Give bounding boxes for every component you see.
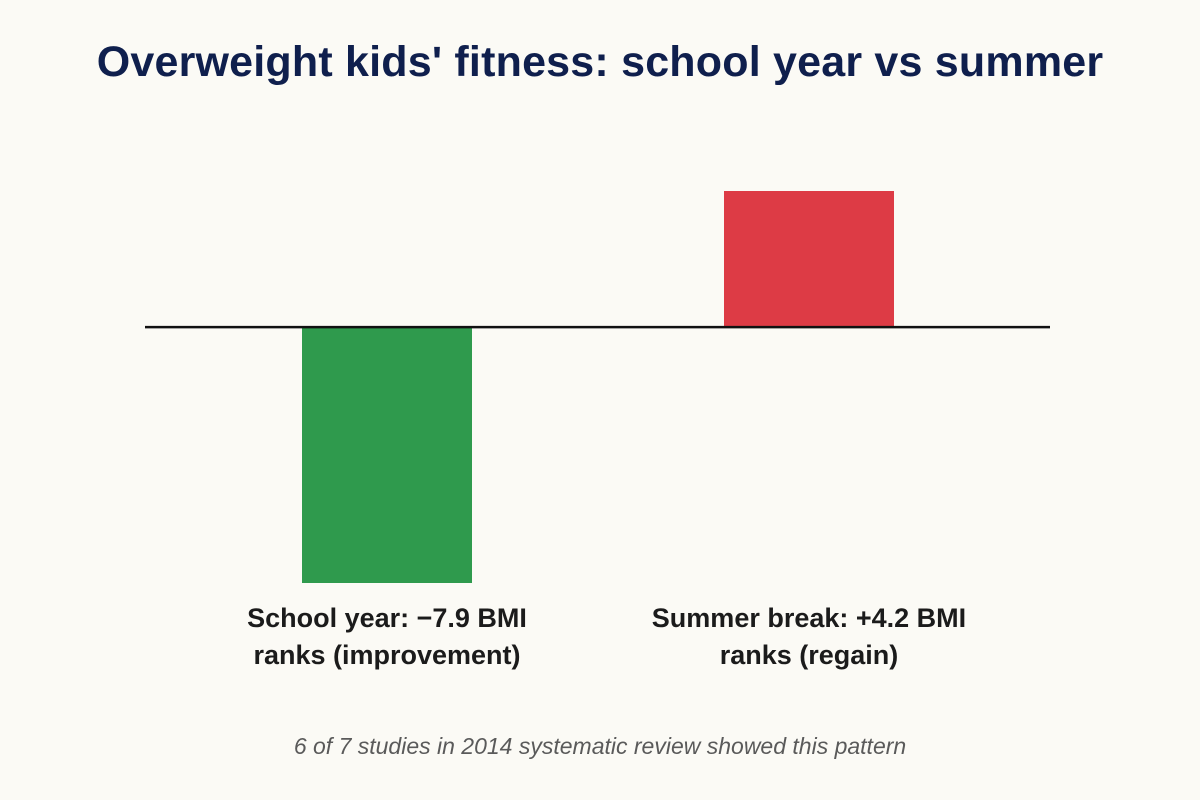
data-label-line: ranks (improvement): [253, 640, 520, 670]
data-label-line: School year: −7.9 BMI: [247, 603, 527, 633]
chart-annotation: 6 of 7 studies in 2014 systematic review…: [293, 733, 907, 759]
chart-title: Overweight kids' fitness: school year vs…: [96, 38, 1104, 86]
bars-layer: [302, 191, 894, 583]
data-label-line: Summer break: +4.2 BMI: [652, 603, 966, 633]
bar-school-year: [302, 327, 472, 583]
data-label-school-year: School year: −7.9 BMI ranks (improvement): [247, 603, 527, 670]
data-label-summer-break: Summer break: +4.2 BMI ranks (regain): [652, 603, 966, 670]
data-label-line: ranks (regain): [720, 640, 899, 670]
bar-summer-break: [724, 191, 894, 328]
data-labels-layer: School year: −7.9 BMI ranks (improvement)…: [247, 603, 966, 670]
